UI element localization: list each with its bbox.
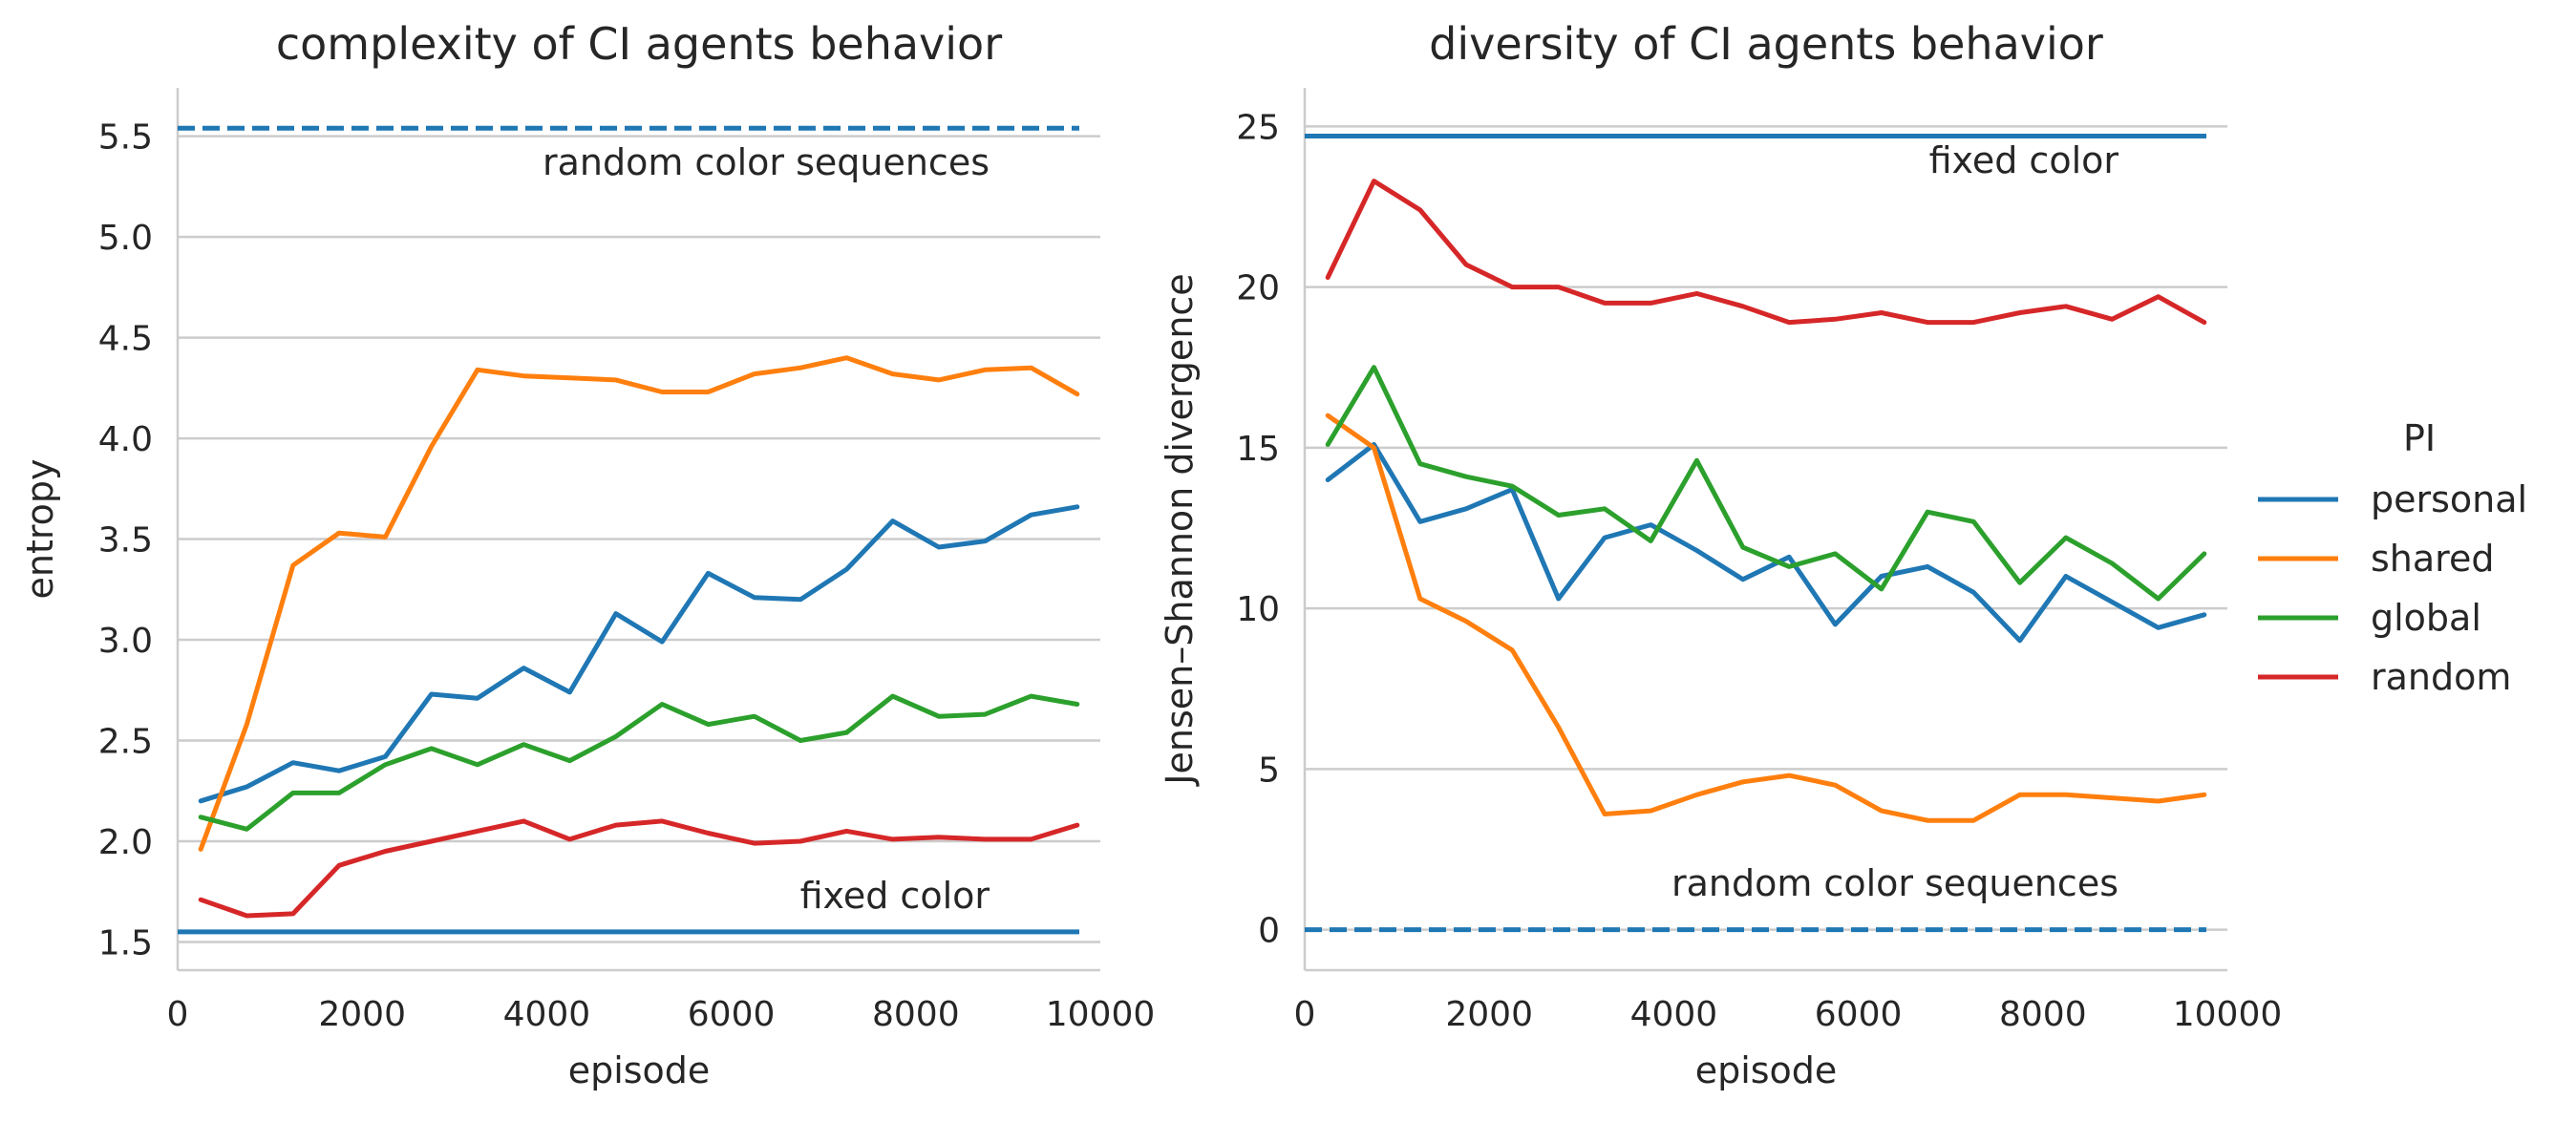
- reference-annotation: random color sequences: [1671, 862, 2118, 904]
- legend-label: random: [2371, 656, 2511, 698]
- series-line-random: [198, 818, 1080, 919]
- x-tick-label: 0: [167, 995, 189, 1034]
- chart-title: complexity of CI agents behavior: [276, 18, 1002, 70]
- series-line-shared: [198, 355, 1080, 852]
- y-tick-label: 5.0: [98, 219, 153, 258]
- reference-annotation: fixed color: [800, 875, 990, 917]
- legend-label: shared: [2371, 538, 2494, 580]
- legend: PI personal shared global random: [2258, 417, 2527, 698]
- y-tick-label: 2.0: [98, 823, 153, 862]
- x-tick-label: 4000: [503, 995, 591, 1034]
- series-line-random: [1325, 179, 2207, 326]
- series-line-shared: [1325, 413, 2207, 823]
- x-tick-label: 0: [1294, 995, 1316, 1034]
- y-tick-label: 25: [1236, 108, 1280, 147]
- complexity-chart: 1.5 2.0 2.5 3.0 3.5 4.0 4.5 5.0 5.5 0 2000 4000 6000…: [19, 18, 1155, 1091]
- x-tick-label: 2000: [1445, 995, 1533, 1034]
- legend-label: global: [2371, 597, 2481, 639]
- x-tick-label: 4000: [1630, 995, 1718, 1034]
- y-tick-label: 0: [1258, 912, 1280, 951]
- y-tick-label: 3.5: [98, 521, 153, 561]
- diversity-chart: 0 5 10 15 20 25 0 2000 4000 6000 8000 10000 fixed co…: [1159, 18, 2282, 1091]
- y-tick-label: 1.5: [98, 923, 153, 963]
- reference-annotation: fixed color: [1929, 139, 2119, 181]
- series-line-personal: [1325, 442, 2207, 644]
- x-tick-label: 8000: [1999, 995, 2087, 1034]
- x-tick-label: 10000: [1046, 995, 1156, 1034]
- legend-label: personal: [2371, 478, 2527, 520]
- y-tick-label: 10: [1236, 590, 1280, 629]
- x-tick-label: 6000: [1815, 995, 1903, 1034]
- chart-title: diversity of CI agents behavior: [1429, 18, 2103, 70]
- y-axis-label: entropy: [19, 458, 61, 599]
- reference-annotation: random color sequences: [543, 141, 990, 183]
- x-tick-label: 8000: [872, 995, 960, 1034]
- y-tick-label: 15: [1236, 430, 1280, 469]
- x-tick-label: 2000: [318, 995, 406, 1034]
- y-axis-label: Jensen–Shannon divergence: [1159, 273, 1201, 786]
- series-line-personal: [198, 504, 1080, 804]
- y-tick-label: 4.5: [98, 320, 153, 359]
- y-tick-label: 4.0: [98, 420, 153, 459]
- y-tick-label: 5.5: [98, 118, 153, 158]
- y-tick-label: 3.0: [98, 622, 153, 661]
- y-tick-label: 5: [1258, 751, 1280, 790]
- y-tick-label: 2.5: [98, 723, 153, 762]
- x-tick-label: 6000: [688, 995, 776, 1034]
- series-line-global: [198, 693, 1080, 832]
- x-tick-label: 10000: [2173, 995, 2283, 1034]
- series-line-global: [1325, 365, 2207, 602]
- y-tick-label: 20: [1236, 269, 1280, 308]
- x-axis-label: episode: [1695, 1049, 1838, 1091]
- x-axis-label: episode: [568, 1049, 711, 1091]
- legend-title: PI: [2403, 417, 2436, 459]
